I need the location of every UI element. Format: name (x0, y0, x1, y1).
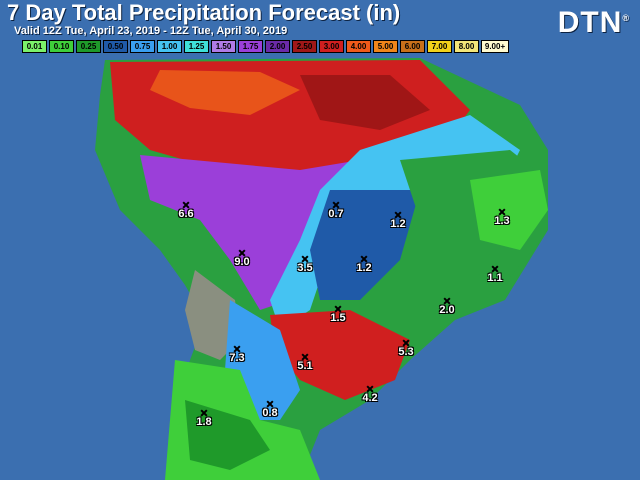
region-south-darkgreen (185, 400, 270, 470)
legend-swatch: 9.00+ (481, 40, 509, 53)
station-value: 3.5 (297, 262, 313, 274)
dtn-logo-mark: ® (622, 13, 630, 23)
region-lightgreen (470, 170, 548, 250)
legend-swatch: 0.25 (76, 40, 101, 53)
region-south-red (270, 310, 410, 400)
station-value: 5.1 (297, 360, 313, 372)
dtn-logo: DTN® (558, 6, 630, 40)
station-value: 1.8 (196, 416, 212, 428)
station-value: 2.0 (439, 304, 455, 316)
legend-swatch: 5.00 (373, 40, 398, 53)
region-blue (310, 190, 420, 300)
legend-swatch: 0.01 (22, 40, 47, 53)
color-legend: 0.01 0.10 0.25 0.50 0.75 1.00 1.25 1.50 1.75 2.00… (22, 40, 511, 53)
station-value: 9.0 (234, 256, 250, 268)
map-title: 7 Day Total Precipitation Forecast (in) (7, 0, 401, 25)
station-value: 5.3 (398, 346, 414, 358)
legend-swatch: 1.50 (211, 40, 236, 53)
legend-swatch: 7.00 (427, 40, 452, 53)
station-value: 1.5 (330, 312, 346, 324)
legend-swatch: 2.50 (292, 40, 317, 53)
station-value: 1.3 (494, 215, 510, 227)
legend-swatch: 0.50 (103, 40, 128, 53)
legend-swatch: 8.00 (454, 40, 479, 53)
region-north-orange (150, 70, 300, 115)
dtn-logo-text: DTN (557, 6, 623, 39)
legend-swatch: 3.00 (319, 40, 344, 53)
station-value: 6.6 (178, 208, 194, 220)
station-value: 1.1 (487, 272, 503, 284)
legend-swatch: 6.00 (400, 40, 425, 53)
legend-swatch: 4.00 (346, 40, 371, 53)
station-value: 1.2 (356, 262, 372, 274)
station-value: 7.3 (229, 352, 245, 364)
valid-range: Valid 12Z Tue, April 23, 2019 - 12Z Tue,… (14, 25, 288, 37)
legend-swatch: 1.75 (238, 40, 263, 53)
station-value: 0.7 (328, 208, 344, 220)
region-north-dark (300, 75, 430, 130)
region-grey (185, 270, 240, 360)
legend-swatch: 2.00 (265, 40, 290, 53)
station-value: 1.2 (390, 218, 406, 230)
legend-swatch: 1.00 (157, 40, 182, 53)
station-value: 4.2 (362, 392, 378, 404)
station-value: 0.8 (262, 407, 278, 419)
region-purple (140, 155, 360, 310)
legend-swatch: 0.10 (49, 40, 74, 53)
legend-swatch: 1.25 (184, 40, 209, 53)
legend-swatch: 0.75 (130, 40, 155, 53)
